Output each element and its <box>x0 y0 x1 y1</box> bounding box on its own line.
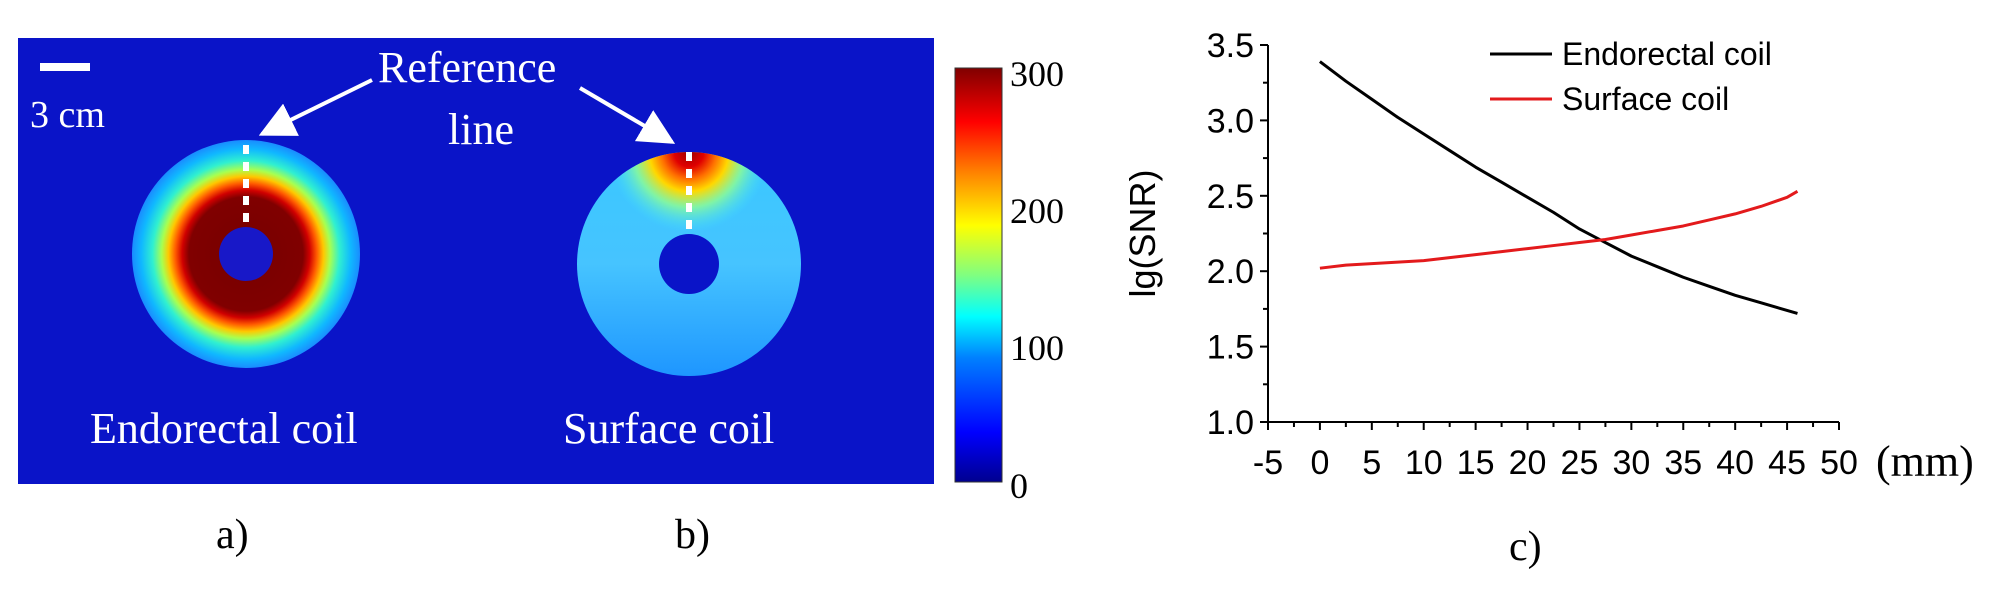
series-line-surface <box>1319 189 1799 270</box>
colorbar-gradient <box>954 67 1003 483</box>
series-line-endorectal <box>1319 60 1798 315</box>
panel-label-c: c) <box>1509 524 1542 570</box>
panel-label-b: b) <box>675 512 710 558</box>
reference-label-line2: line <box>448 105 514 154</box>
y-tick-label: 3.0 <box>1207 102 1254 140</box>
x-tick-label: 10 <box>1405 444 1443 482</box>
y-tick-label: 2.5 <box>1207 178 1254 216</box>
x-tick-label: 50 <box>1820 444 1858 482</box>
x-tick-label: 15 <box>1457 444 1495 482</box>
x-axis-unit-label: (mm) <box>1876 437 1974 486</box>
x-tick-label: 40 <box>1716 444 1754 482</box>
colorbar-tick-label: 200 <box>1010 191 1064 231</box>
chart-axes <box>1267 45 1839 423</box>
chart-legend: Endorectal coil Surface coil <box>1490 36 1772 117</box>
chart-marks <box>1319 60 1799 315</box>
reference-label: Reference <box>378 43 556 92</box>
x-tick-label: 20 <box>1509 444 1547 482</box>
reference-arrow-left <box>258 78 373 136</box>
y-tick-label: 1.0 <box>1207 404 1254 442</box>
snr-map-panel: 3 cm Reference line Endorectal coil Surf… <box>18 38 934 484</box>
legend-label: Surface coil <box>1562 81 1729 117</box>
endorectal-phantom <box>132 140 360 368</box>
x-tick-label: 0 <box>1310 444 1329 482</box>
x-tick-label: 25 <box>1561 444 1599 482</box>
scale-bar <box>40 63 90 71</box>
y-axis-label: lg(SNR) <box>1122 169 1163 297</box>
y-tick-label: 3.5 <box>1207 27 1254 65</box>
surface-phantom <box>577 152 801 376</box>
endorectal-coil-hole <box>219 227 273 281</box>
y-tick-label: 1.5 <box>1207 329 1254 367</box>
chart-ticks: -5 0 5 10 15 20 25 30 35 40 45 50 1.0 1.5 2.0 2.5 3.0 3.5 <box>1207 27 1858 482</box>
x-tick-label: 30 <box>1612 444 1650 482</box>
x-tick-label: 35 <box>1664 444 1702 482</box>
surface-phantom-label: Surface coil <box>563 404 774 453</box>
scale-bar-label: 3 cm <box>30 94 105 136</box>
panel-label-a: a) <box>216 512 249 558</box>
surface-center-hole <box>659 234 719 294</box>
y-tick-label: 2.0 <box>1207 253 1254 291</box>
colorbar-tick-label: 100 <box>1010 328 1064 368</box>
colorbar-tick-label: 0 <box>1010 466 1028 506</box>
colorbar-tick-label: 300 <box>1010 54 1064 94</box>
endorectal-phantom-label: Endorectal coil <box>90 404 358 453</box>
colorbar: 300 200 100 0 <box>954 54 1064 506</box>
legend-label: Endorectal coil <box>1562 36 1772 72</box>
x-tick-label: -5 <box>1253 444 1283 482</box>
x-tick-label: 5 <box>1362 444 1381 482</box>
snr-line-chart: -5 0 5 10 15 20 25 30 35 40 45 50 1.0 1.5 2.0 2.5 3.0 3.5… <box>1122 27 1974 486</box>
reference-arrow-right <box>578 86 676 144</box>
x-tick-label: 45 <box>1768 444 1806 482</box>
